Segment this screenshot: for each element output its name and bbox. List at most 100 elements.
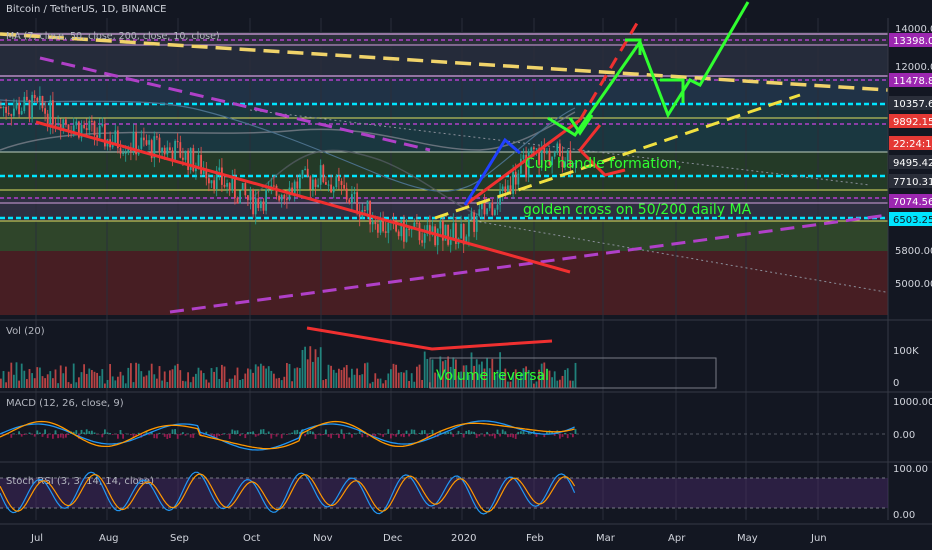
macd-line xyxy=(0,420,575,451)
volume-bar xyxy=(400,372,403,388)
price-tick: 14000.00 xyxy=(895,24,932,35)
macd-histogram-bar xyxy=(44,429,46,434)
macd-histogram-bar xyxy=(410,429,413,434)
volume-bar xyxy=(200,370,202,388)
volume-bar xyxy=(546,368,548,388)
volume-bar xyxy=(335,372,338,388)
time-axis[interactable]: Jul Aug Sep Oct Nov Dec 2020 Feb Mar Apr… xyxy=(0,523,932,550)
macd-histogram-bar xyxy=(270,434,273,439)
zone-top xyxy=(0,32,888,45)
volume-bar xyxy=(348,377,351,388)
price-badge-text: 13398.01 xyxy=(893,36,932,47)
volume-bar xyxy=(566,368,569,388)
volume-bar xyxy=(561,375,564,388)
volume-bar xyxy=(405,370,408,388)
macd-histogram-bar xyxy=(345,433,348,434)
macd-histogram-bar xyxy=(574,429,577,434)
volume-bar xyxy=(109,364,111,388)
volume-bar xyxy=(137,363,140,388)
candle xyxy=(91,115,93,132)
volume-bar xyxy=(88,368,91,388)
candle xyxy=(421,232,423,247)
candle xyxy=(325,175,327,185)
candle xyxy=(296,174,299,195)
candle xyxy=(338,167,340,190)
volume-pane[interactable]: Vol (20) Volume reversal 100K 0 xyxy=(0,319,932,389)
macd-histogram-bar xyxy=(408,434,410,437)
macd-histogram-bar xyxy=(57,434,59,439)
volume-bar xyxy=(114,380,117,388)
volume-bar xyxy=(426,358,429,388)
volume-bar xyxy=(213,371,215,388)
macd-histogram-bar xyxy=(23,434,26,435)
volume-bar xyxy=(481,361,483,388)
candle xyxy=(200,146,202,177)
volume-bar xyxy=(314,349,317,388)
volume-bar xyxy=(98,375,101,388)
candle xyxy=(335,174,338,190)
candle xyxy=(239,190,241,204)
volume-bar xyxy=(158,366,161,388)
volume-bar xyxy=(140,371,143,388)
price-badge-text: 6503.25 xyxy=(893,215,932,226)
candle xyxy=(44,101,46,122)
volume-bar xyxy=(62,373,65,388)
volume-bar xyxy=(371,381,374,388)
macd-pane[interactable]: MACD (12, 26, close, 9) 1000.00 0.00 xyxy=(0,391,932,451)
candle xyxy=(468,214,470,247)
time-label: Feb xyxy=(526,533,544,544)
ma-indicator-title[interactable]: MA (7, close, 50, close, 200, close, 10,… xyxy=(6,31,220,42)
price-badge xyxy=(889,155,932,169)
time-label: Apr xyxy=(668,533,686,544)
main-pane[interactable]: Cup handle formation, golden cross on 50… xyxy=(0,1,932,520)
candle xyxy=(556,141,559,156)
candle xyxy=(408,228,410,237)
macd-histogram-bar xyxy=(93,432,96,434)
price-scale[interactable]: 14000.00 12000.00 5800.00 5000.00 13398.… xyxy=(887,18,932,520)
candle xyxy=(439,217,442,237)
macd-histogram-bar xyxy=(122,434,124,439)
macd-histogram-bar xyxy=(566,434,569,439)
volume-bar xyxy=(390,369,392,388)
macd-histogram-bar xyxy=(405,430,408,434)
drawings[interactable] xyxy=(0,1,889,314)
volume-bar xyxy=(44,378,46,388)
volume-bar xyxy=(291,381,293,388)
macd-histogram-bar xyxy=(358,430,361,434)
volume-bar xyxy=(338,368,340,388)
symbol-title[interactable]: Bitcoin / TetherUS, 1D, BINANCE xyxy=(6,4,166,15)
candle xyxy=(85,118,88,138)
volume-bar xyxy=(423,351,426,388)
stoch-rsi-title[interactable]: Stoch RSI (3, 3, 14, 14, close) xyxy=(6,476,154,487)
volume-bar xyxy=(0,378,2,388)
volume-bar xyxy=(78,377,80,388)
macd-histogram-bar xyxy=(569,433,572,434)
candle xyxy=(13,98,15,118)
macd-histogram-bar xyxy=(20,434,23,437)
candle xyxy=(78,120,80,140)
macd-title[interactable]: MACD (12, 26, close, 9) xyxy=(6,398,124,409)
macd-histogram-bar xyxy=(325,429,327,434)
volume-bar xyxy=(169,370,171,388)
candle xyxy=(176,133,179,149)
volume-bar xyxy=(358,375,361,388)
volume-bar xyxy=(418,364,421,388)
green-arrowhead-1 xyxy=(625,38,642,55)
volume-bar xyxy=(46,374,49,388)
macd-histogram-bar xyxy=(54,430,57,434)
volume-bar xyxy=(377,378,379,388)
volume-bar xyxy=(270,370,273,388)
red-ascending-line xyxy=(464,118,581,207)
macd-histogram-bar xyxy=(228,434,231,439)
stoch-rsi-pane[interactable]: Stoch RSI (3, 3, 14, 14, close) 100.00 0… xyxy=(0,461,932,521)
volume-bar xyxy=(218,378,221,388)
volume-bar xyxy=(262,365,265,388)
price-badge-text: 9892.15 xyxy=(893,117,932,128)
volume-bar xyxy=(208,382,210,388)
candle xyxy=(413,218,416,229)
volume-title[interactable]: Vol (20) xyxy=(6,326,45,337)
volume-bar xyxy=(447,356,449,388)
macd-histogram-bar xyxy=(403,434,405,438)
candle xyxy=(166,140,169,160)
